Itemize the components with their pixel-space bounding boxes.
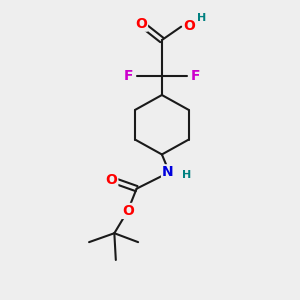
Text: F: F xyxy=(191,69,200,83)
Text: H: H xyxy=(197,13,206,23)
Text: O: O xyxy=(184,19,196,33)
Text: O: O xyxy=(122,204,134,218)
Text: H: H xyxy=(182,170,191,180)
Text: F: F xyxy=(124,69,133,83)
Text: O: O xyxy=(135,17,147,31)
Text: N: N xyxy=(162,165,174,179)
Text: O: O xyxy=(105,173,117,187)
